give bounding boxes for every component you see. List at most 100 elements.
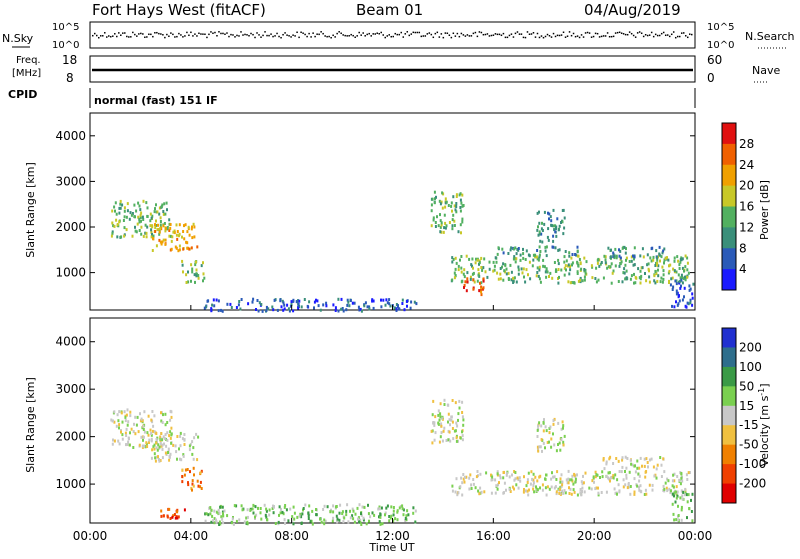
data-pixel xyxy=(675,279,678,283)
colorbar-tick-label: 20 xyxy=(739,179,754,193)
data-pixel xyxy=(265,507,268,511)
data-pixel xyxy=(495,260,498,264)
x-tick-label: 16:00 xyxy=(476,529,511,543)
data-pixel xyxy=(196,479,199,483)
data-pixel xyxy=(673,479,676,483)
data-pixel xyxy=(195,274,198,278)
data-pixel xyxy=(599,262,602,266)
data-pixel xyxy=(536,435,539,438)
data-pixel xyxy=(246,515,249,519)
data-pixel xyxy=(163,437,166,441)
nsky-point xyxy=(278,35,280,38)
data-pixel xyxy=(620,260,623,264)
data-pixel xyxy=(111,221,114,225)
data-pixel xyxy=(478,289,481,293)
data-pixel xyxy=(544,270,547,274)
data-pixel xyxy=(135,230,138,234)
data-pixel xyxy=(557,258,560,262)
data-pixel xyxy=(297,303,300,306)
data-pixel xyxy=(457,418,459,422)
data-pixel xyxy=(121,420,124,424)
data-pixel xyxy=(118,426,120,430)
data-pixel xyxy=(570,263,573,267)
data-pixel xyxy=(345,308,348,312)
data-pixel xyxy=(341,512,344,515)
data-pixel xyxy=(623,267,626,271)
data-pixel xyxy=(620,470,623,474)
data-pixel xyxy=(625,256,628,260)
data-pixel xyxy=(373,513,376,517)
data-pixel xyxy=(668,264,670,268)
data-pixel xyxy=(614,264,617,268)
data-pixel xyxy=(151,249,154,252)
data-pixel xyxy=(433,423,436,427)
data-pixel xyxy=(335,505,337,509)
data-pixel xyxy=(168,218,171,222)
data-pixel xyxy=(454,274,457,278)
data-pixel xyxy=(175,223,178,227)
data-pixel xyxy=(115,218,118,222)
colorbar-tick-label: 8 xyxy=(739,241,747,255)
nsky-point xyxy=(132,31,134,34)
data-pixel xyxy=(547,227,550,231)
nsky-point xyxy=(460,32,463,35)
data-pixel xyxy=(158,232,161,236)
data-pixel xyxy=(451,484,454,488)
nsky-point xyxy=(536,32,539,35)
data-pixel xyxy=(463,284,466,287)
data-pixel xyxy=(157,443,160,447)
data-pixel xyxy=(581,486,584,490)
colorbar-tick-label: 28 xyxy=(739,137,754,151)
data-pixel xyxy=(691,292,694,296)
data-pixel xyxy=(550,219,553,223)
nsky-point xyxy=(444,32,447,34)
nsky-point xyxy=(150,33,152,36)
y-tick-label: 4000 xyxy=(55,335,86,349)
nsky-label: N.Sky xyxy=(2,32,34,45)
data-pixel xyxy=(122,219,125,222)
data-pixel xyxy=(440,431,443,435)
data-pixel xyxy=(569,281,572,285)
data-pixel xyxy=(362,516,365,520)
data-pixel xyxy=(267,307,270,311)
data-pixel xyxy=(545,268,548,272)
nsky-point xyxy=(412,31,415,34)
nsky-point xyxy=(528,33,531,35)
data-pixel xyxy=(590,487,593,491)
data-pixel xyxy=(555,478,558,481)
data-pixel xyxy=(300,305,303,309)
data-pixel xyxy=(548,431,551,435)
data-pixel xyxy=(367,512,370,516)
data-pixel xyxy=(346,503,349,507)
data-pixel xyxy=(482,279,485,283)
data-pixel xyxy=(153,447,156,451)
data-pixel xyxy=(149,428,152,432)
data-pixel xyxy=(681,266,684,270)
data-pixel xyxy=(191,452,194,456)
nsky-point xyxy=(96,34,98,37)
data-pixel xyxy=(667,271,670,275)
data-pixel xyxy=(619,262,622,266)
data-pixel xyxy=(683,269,685,273)
data-pixel xyxy=(656,261,659,265)
nsky-point xyxy=(226,32,228,34)
data-pixel xyxy=(562,232,565,236)
data-pixel xyxy=(559,487,561,491)
data-pixel xyxy=(562,440,565,444)
data-pixel xyxy=(283,505,286,509)
data-pixel xyxy=(164,212,167,216)
colorbar-segment xyxy=(722,425,736,446)
colorbar-tick-label: 100 xyxy=(739,360,762,374)
data-pixel xyxy=(481,268,484,272)
data-pixel xyxy=(461,400,464,404)
data-pixel xyxy=(197,435,200,439)
data-pixel xyxy=(396,518,399,522)
data-pixel xyxy=(657,274,660,278)
data-pixel xyxy=(151,214,154,218)
data-pixel xyxy=(438,418,441,422)
power-colorbar-label: Power [dB] xyxy=(758,180,771,240)
data-pixel xyxy=(165,201,168,205)
nsky-point xyxy=(114,33,116,35)
data-pixel xyxy=(561,209,564,212)
data-pixel xyxy=(602,276,605,280)
